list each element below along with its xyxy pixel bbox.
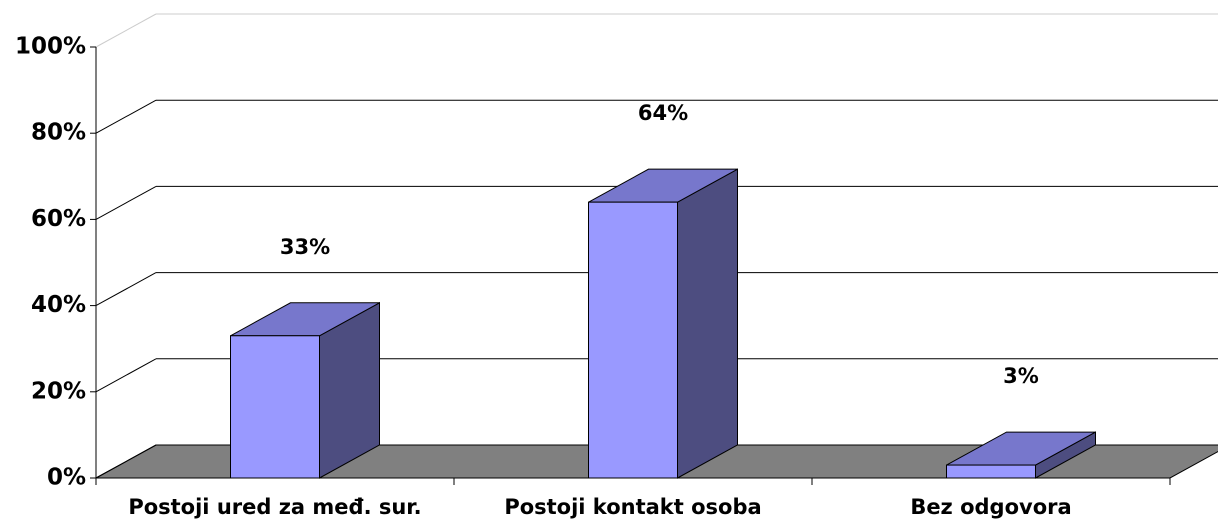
x-tick-label: Bez odgovora — [910, 495, 1071, 519]
bar — [230, 335, 320, 479]
value-label: 33% — [280, 235, 330, 259]
x-tick-label: Postoji kontakt osoba — [504, 495, 761, 519]
grid-diagonal — [95, 99, 157, 134]
y-tick-label: 100% — [15, 34, 86, 60]
bar — [588, 201, 678, 479]
y-tick-label: 40% — [31, 292, 86, 318]
value-label: 3% — [1003, 364, 1039, 388]
grid-diagonal — [95, 272, 157, 307]
bar-side — [677, 168, 738, 479]
bar — [946, 464, 1036, 479]
grid-diagonal — [95, 444, 157, 479]
y-tick-label: 20% — [31, 378, 86, 404]
x-tick-label: Postoji ured za međ. sur. — [128, 495, 421, 519]
y-tick-label: 0% — [47, 465, 86, 491]
grid-diagonal — [95, 13, 157, 48]
y-tick-label: 80% — [31, 120, 86, 146]
y-tick-label: 60% — [31, 206, 86, 232]
value-label: 64% — [638, 101, 688, 125]
grid-diagonal — [95, 358, 157, 393]
grid-diagonal — [95, 185, 157, 220]
